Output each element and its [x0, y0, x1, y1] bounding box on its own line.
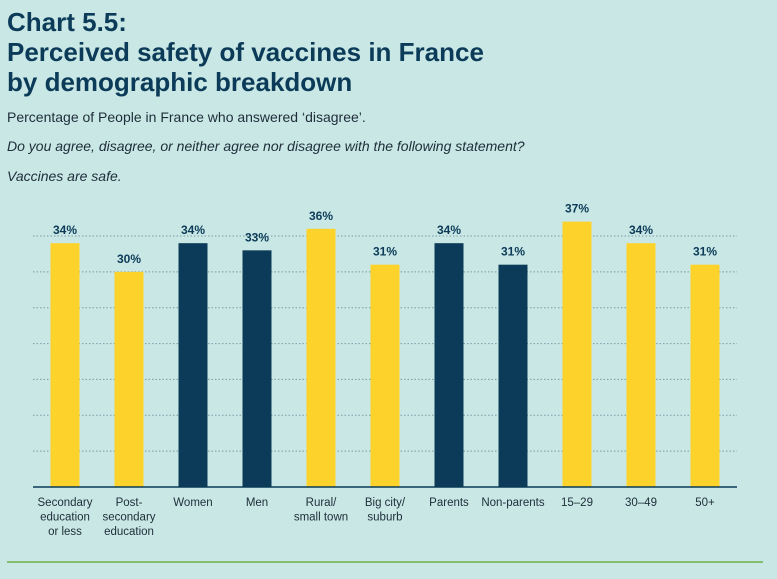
bar	[370, 264, 400, 487]
value-label: 31%	[693, 245, 717, 259]
bar	[50, 243, 80, 487]
value-label: 31%	[373, 245, 397, 259]
value-label: 31%	[501, 245, 525, 259]
bar	[626, 243, 656, 487]
x-tick-label: Non-parents	[481, 497, 545, 509]
value-label: 34%	[437, 223, 461, 237]
value-label: 33%	[245, 230, 269, 244]
value-label: 37%	[565, 202, 589, 216]
chart-title: by demographic breakdown	[7, 67, 352, 97]
subtitle: Percentage of People in France who answe…	[7, 109, 366, 125]
x-tick-label: Secondary education or less	[38, 497, 93, 538]
value-label: 30%	[117, 252, 141, 266]
bar	[434, 243, 464, 487]
x-tick-label: 50+	[695, 497, 715, 509]
x-tick-label: Parents	[429, 497, 469, 509]
x-tick-label: Rural/small town	[294, 497, 348, 524]
x-tick-label: Men	[246, 497, 268, 509]
value-label: 34%	[629, 223, 653, 237]
value-label: 34%	[53, 223, 77, 237]
chart-title: Chart 5.5:	[7, 7, 127, 37]
x-tick-label: 30–49	[625, 497, 657, 509]
bar	[242, 250, 272, 487]
bar	[498, 264, 528, 487]
x-tick-label: Big city/suburb	[365, 497, 406, 524]
bar	[306, 228, 336, 488]
statement: Vaccines are safe.	[7, 168, 122, 184]
value-label: 36%	[309, 209, 333, 223]
value-label: 34%	[181, 223, 205, 237]
x-tick-label: Post-secondary education	[102, 497, 155, 538]
x-tick-label: Women	[173, 497, 212, 509]
bar	[178, 243, 208, 487]
chart-title: Perceived safety of vaccines in France	[7, 37, 484, 67]
question: Do you agree, disagree, or neither agree…	[7, 138, 525, 154]
bar	[562, 221, 592, 487]
bar	[690, 264, 720, 487]
x-tick-label: 15–29	[561, 497, 593, 509]
bar	[114, 271, 144, 487]
